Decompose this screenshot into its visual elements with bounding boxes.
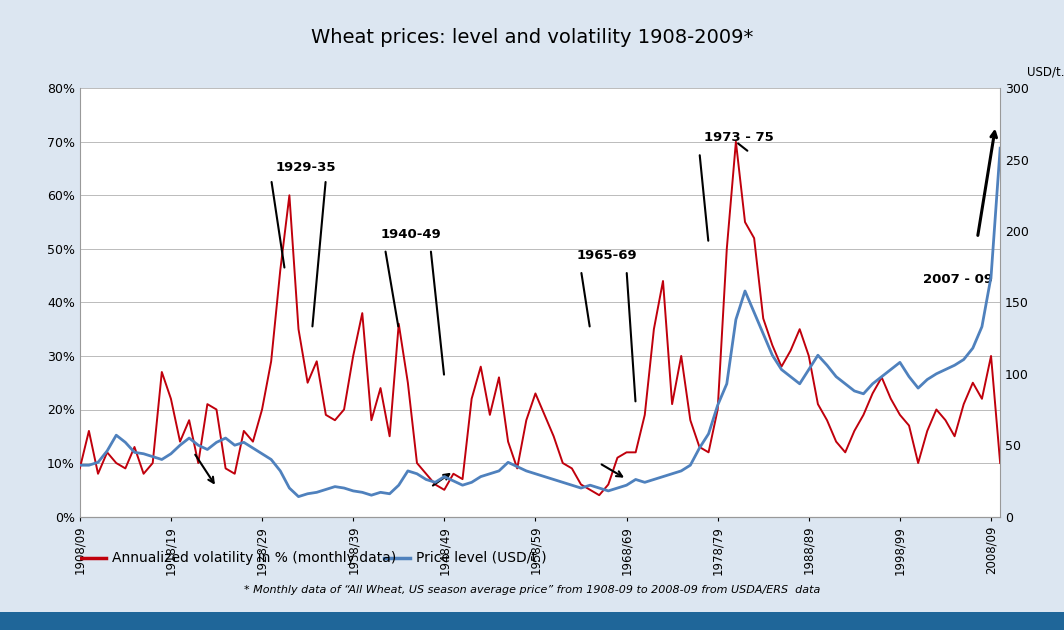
Text: Annualized volatility in % (monthly data): Annualized volatility in % (monthly data… [112, 551, 396, 564]
Text: Wheat prices: level and volatility 1908-2009*: Wheat prices: level and volatility 1908-… [311, 28, 753, 47]
Text: 1965-69: 1965-69 [577, 249, 637, 262]
Text: USD/t.: USD/t. [1027, 66, 1064, 79]
Text: 2007 - 09: 2007 - 09 [922, 273, 993, 286]
Text: 1929-35: 1929-35 [276, 161, 336, 174]
Text: 1973 - 75: 1973 - 75 [704, 132, 774, 144]
Text: 1940-49: 1940-49 [381, 228, 442, 241]
Text: Price level (USD/t.): Price level (USD/t.) [416, 551, 547, 564]
Text: * Monthly data of “All Wheat, US season average price” from 1908-09 to 2008-09 f: * Monthly data of “All Wheat, US season … [244, 585, 820, 595]
